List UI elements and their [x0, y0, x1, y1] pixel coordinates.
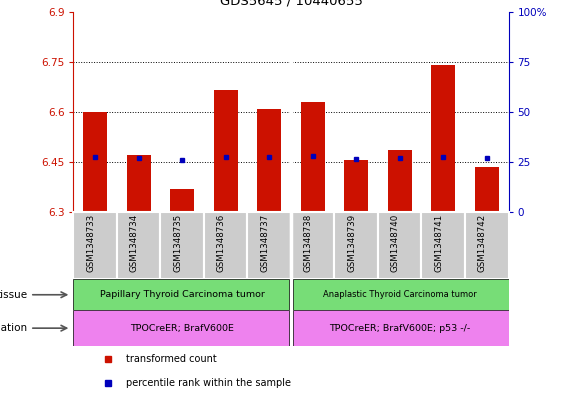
Text: GSM1348742: GSM1348742	[478, 214, 487, 272]
Bar	[431, 65, 455, 212]
Bar	[334, 212, 378, 279]
Text: TPOCreER; BrafV600E; p53 -/-: TPOCreER; BrafV600E; p53 -/-	[329, 324, 470, 332]
Text: GSM1348734: GSM1348734	[130, 214, 139, 272]
Bar	[293, 279, 508, 310]
Bar	[247, 212, 291, 279]
Bar	[291, 212, 334, 279]
Text: GSM1348741: GSM1348741	[434, 214, 443, 272]
Title: GDS5645 / 10440655: GDS5645 / 10440655	[220, 0, 362, 8]
Bar	[170, 189, 194, 212]
Text: GSM1348736: GSM1348736	[217, 214, 226, 272]
Text: tissue: tissue	[0, 290, 28, 300]
Bar	[83, 112, 107, 212]
Bar	[465, 212, 508, 279]
Text: percentile rank within the sample: percentile rank within the sample	[125, 378, 290, 387]
Bar	[73, 279, 289, 310]
Bar	[73, 212, 117, 279]
Text: GSM1348739: GSM1348739	[347, 214, 357, 272]
Text: GSM1348740: GSM1348740	[391, 214, 400, 272]
Text: TPOCreER; BrafV600E: TPOCreER; BrafV600E	[131, 324, 234, 332]
Bar	[344, 160, 368, 212]
Text: genotype/variation: genotype/variation	[0, 323, 28, 333]
Bar	[293, 310, 508, 346]
Bar	[475, 167, 499, 212]
Text: GSM1348735: GSM1348735	[173, 214, 182, 272]
Bar	[378, 212, 421, 279]
Bar	[117, 212, 160, 279]
Text: Papillary Thyroid Carcinoma tumor: Papillary Thyroid Carcinoma tumor	[100, 290, 264, 299]
Bar	[204, 212, 247, 279]
Bar	[388, 151, 412, 212]
Bar	[160, 212, 204, 279]
Text: GSM1348738: GSM1348738	[304, 214, 313, 272]
Text: transformed count: transformed count	[125, 354, 216, 364]
Bar	[257, 108, 281, 212]
Bar	[214, 90, 238, 212]
Text: Anaplastic Thyroid Carcinoma tumor: Anaplastic Thyroid Carcinoma tumor	[323, 290, 477, 299]
Bar	[421, 212, 465, 279]
Text: GSM1348733: GSM1348733	[86, 214, 95, 272]
Bar	[73, 310, 289, 346]
Bar	[127, 156, 151, 212]
Text: GSM1348737: GSM1348737	[260, 214, 270, 272]
Bar	[301, 102, 325, 212]
